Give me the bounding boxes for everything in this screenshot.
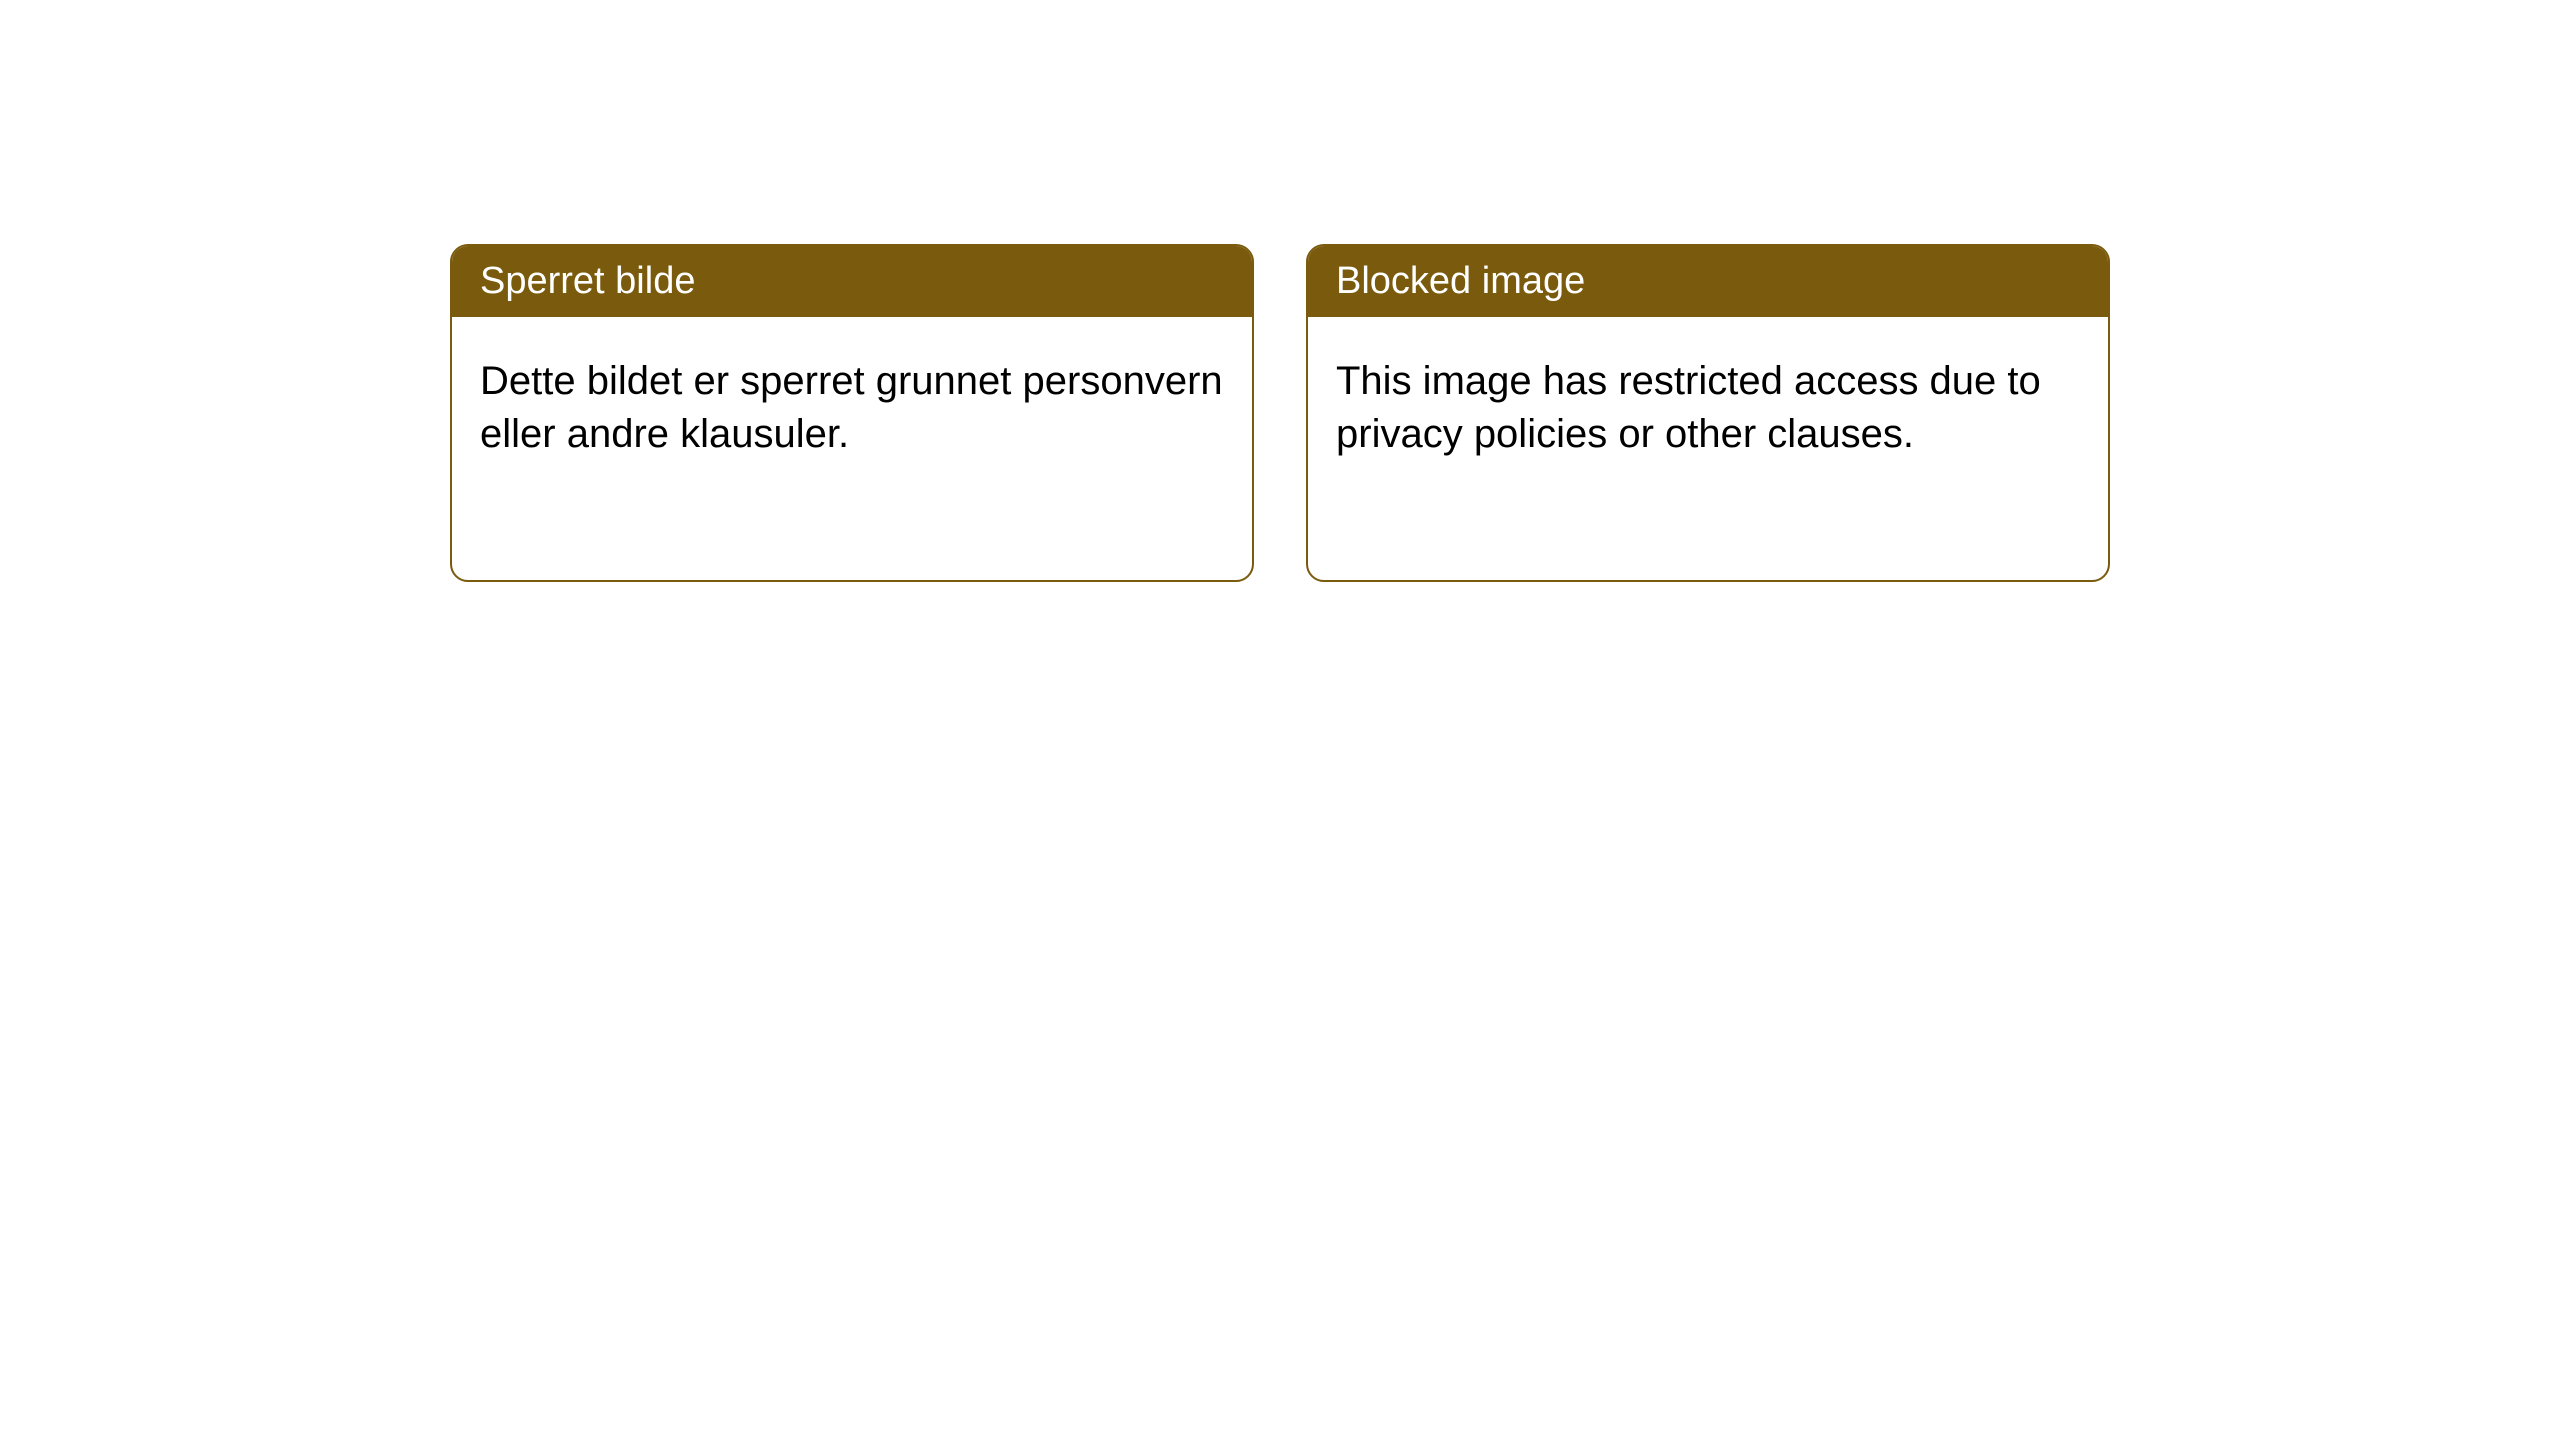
card-body-text: Dette bildet er sperret grunnet personve… [480,359,1223,456]
card-header: Blocked image [1308,246,2108,317]
card-title: Sperret bilde [480,260,695,302]
card-header: Sperret bilde [452,246,1252,317]
card-title: Blocked image [1336,260,1585,302]
cards-container: Sperret bilde Dette bildet er sperret gr… [450,244,2560,582]
card-english: Blocked image This image has restricted … [1306,244,2110,582]
card-body: This image has restricted access due to … [1308,317,2108,499]
card-body: Dette bildet er sperret grunnet personve… [452,317,1252,499]
card-body-text: This image has restricted access due to … [1336,359,2041,456]
card-norwegian: Sperret bilde Dette bildet er sperret gr… [450,244,1254,582]
